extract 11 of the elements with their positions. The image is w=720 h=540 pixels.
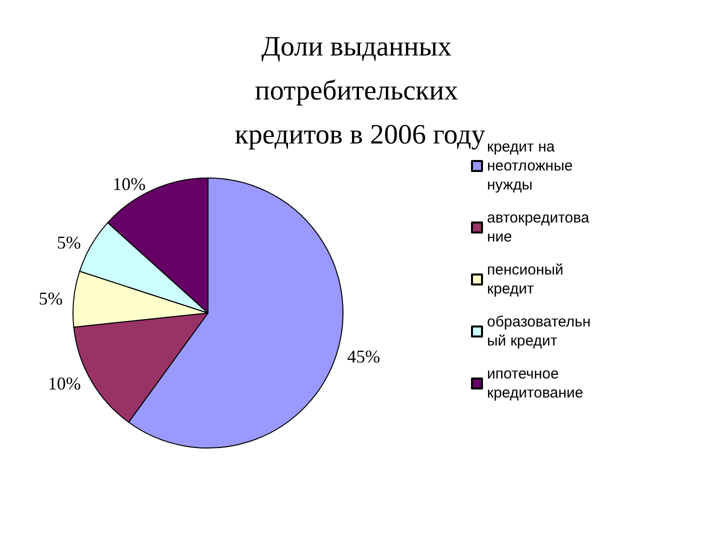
data-label: 10% bbox=[112, 174, 146, 194]
data-label: 10% bbox=[48, 374, 81, 394]
legend-label: кредит на неотложные нужды bbox=[487, 138, 577, 194]
chart-title: Доли выданных потребительских кредитов в 2006 году bbox=[234, 32, 486, 150]
legend-label: ипотечное кредитование bbox=[487, 366, 584, 402]
data-label: 5% bbox=[56, 232, 81, 252]
data-label: 45% bbox=[347, 346, 380, 367]
data-label: 5% bbox=[38, 288, 63, 308]
legend-label: автокредитование bbox=[487, 210, 590, 246]
legend-label: образовательный кредит bbox=[487, 314, 591, 350]
legend-label: пенсионый кредит bbox=[487, 262, 568, 298]
